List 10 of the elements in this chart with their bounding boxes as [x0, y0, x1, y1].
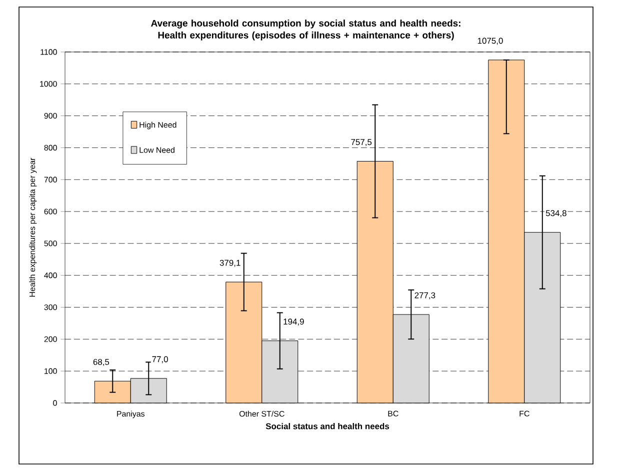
data-label: 757,5 [351, 139, 372, 146]
data-label: 379,1 [220, 260, 240, 267]
chart-title: Average household consumption by social status and health needs: Health expenditures (episodes of illness + maintenance + others) [151, 20, 460, 40]
data-label: 534,8 [546, 210, 566, 218]
data-label: 194,9 [284, 318, 304, 326]
x-axis-title: Social status and health needs [266, 423, 390, 430]
data-label: 77,0 [152, 356, 168, 364]
data-label: 277,3 [414, 292, 436, 300]
data-label: 1075,0 [478, 38, 503, 45]
data-label: 68,5 [93, 358, 110, 366]
